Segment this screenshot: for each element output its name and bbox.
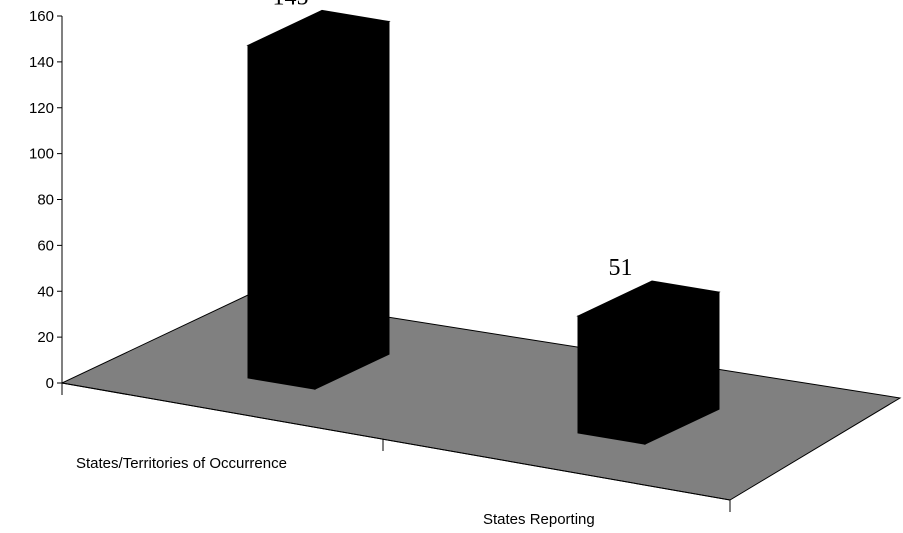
y-tick-label: 20 [37, 329, 54, 346]
floor-front-edge [61, 382, 731, 501]
y-tick-label: 100 [29, 146, 54, 163]
x-axis-ticks: States/Territories of Occurrence States R… [61, 383, 731, 528]
y-tick-label: 120 [29, 100, 54, 117]
y-tick-label: 60 [37, 237, 54, 254]
category-label: States Reporting [483, 511, 595, 528]
y-axis-ticks: 0 20 40 60 80 100 120 140 160 [29, 8, 62, 392]
y-tick-label: 40 [37, 283, 54, 300]
y-tick-label: 140 [29, 54, 54, 71]
y-tick-label: 0 [46, 375, 54, 392]
bar-front-face [247, 44, 316, 390]
bar-front-face [577, 315, 646, 445]
bar-top-face [246, 9, 391, 58]
bar-value-label: 145 [273, 0, 309, 10]
bar-side-face [314, 20, 390, 390]
bar-top-face [576, 280, 721, 328]
labels: 145 51 [273, 0, 633, 281]
category-label: States/Territories of Occurrence [76, 455, 287, 472]
y-tick-label: 160 [29, 8, 54, 25]
bars [246, 9, 721, 445]
y-tick-label: 80 [37, 192, 54, 209]
bar-value-label: 51 [609, 255, 633, 281]
